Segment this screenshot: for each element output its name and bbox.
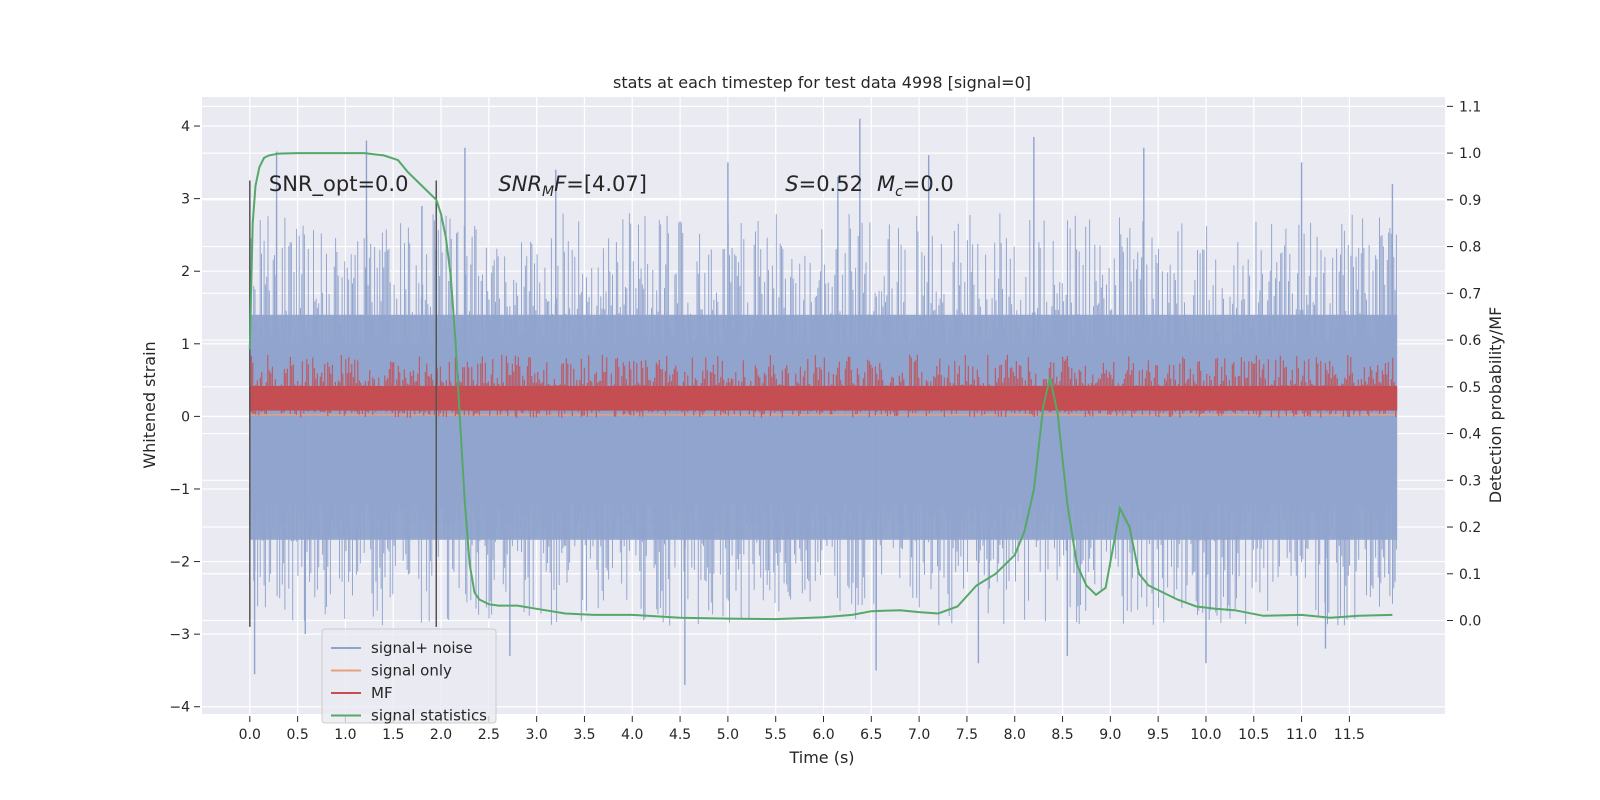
x-tick-label: 9.0 [1099,727,1121,743]
x-tick-label: 8.0 [1004,727,1026,743]
x-tick-label: 4.0 [621,727,643,743]
x-tick-label: 9.5 [1147,727,1169,743]
annotations: SNR_opt=0.0 SNRMF=[4.07] S=0.52 Mc=0.0 [269,172,954,200]
chart-title: stats at each timestep for test data 499… [613,73,1031,92]
x-tick-label: 6.5 [860,727,882,743]
signal-noise-series [249,118,1398,685]
x-tick-label: 4.5 [669,727,691,743]
y2-tick-label: 1.1 [1459,99,1481,115]
tick-labels: 0.0 0.5 1.0 1.5 2.0 2.5 3.0 3.5 4.0 4.5 5.0 5.5 6.0 6… [169,99,1481,743]
y2-tick-label: 0.0 [1459,614,1481,630]
y-tick-label: 2 [181,264,190,280]
x-tick-label: 6.0 [812,727,834,743]
y-tick-label: 3 [181,192,190,208]
y2-tick-label: 0.1 [1459,567,1481,583]
y-tick-label: 4 [181,119,190,135]
y2-tick-label: 0.8 [1459,240,1481,256]
x-tick-label: 7.5 [956,727,978,743]
x-tick-label: 10.5 [1238,727,1269,743]
x-tick-label: 5.0 [717,727,739,743]
x-tick-label: 3.0 [526,727,548,743]
x-tick-label: 5.5 [765,727,787,743]
signal-statistics-line [248,152,1393,621]
y-axis-label: Whitened strain [140,341,159,468]
y2-tick-label: 0.2 [1459,520,1481,536]
legend: signal+ noise signal only MF signal statist… [321,628,497,725]
y2-tick-label: 0.9 [1459,193,1481,209]
y2-tick-label: 1.0 [1459,146,1481,162]
x-tick-label: 7.0 [908,727,930,743]
signal-statistics-series [248,152,1393,621]
stats-annotation: S=0.52 Mc=0.0 [785,172,954,200]
snr-mf-annotation: SNRMF=[4.07] [498,172,647,200]
x-tick-label: 2.0 [430,727,452,743]
legend-label: MF [371,684,393,702]
y-tick-label: −3 [169,627,190,643]
x-tick-label: 8.5 [1051,727,1073,743]
snr-opt-annotation: SNR_opt=0.0 [269,172,409,197]
mf-series [249,354,1398,418]
x-tick-label: 11.5 [1334,727,1365,743]
y2-axis-label: Detection probability/MF [1486,307,1505,504]
x-tick-label: 11.0 [1286,727,1317,743]
y2-tick-label: 0.7 [1459,286,1481,302]
x-tick-label: 1.5 [382,727,404,743]
x-tick-label: 3.5 [573,727,595,743]
y2-tick-label: 0.5 [1459,380,1481,396]
y2-tick-label: 0.6 [1459,333,1481,349]
legend-label: signal only [371,662,452,680]
x-tick-label: 10.0 [1190,727,1221,743]
y2-tick-label: 0.3 [1459,473,1481,489]
legend-label: signal+ noise [371,639,473,657]
x-tick-label: 1.0 [334,727,356,743]
y-tick-label: −1 [169,482,190,498]
mf-core-band [249,385,1398,411]
legend-label: signal statistics [371,707,487,725]
x-tick-label: 0.0 [239,727,261,743]
window-lines [249,180,438,627]
y2-tick-label: 0.4 [1459,427,1481,443]
y-tick-label: −2 [169,555,190,571]
x-axis-label: Time (s) [788,748,854,767]
x-tick-label: 2.5 [478,727,500,743]
x-tick-label: 0.5 [286,727,308,743]
y-tick-label: 1 [181,337,190,353]
y-tick-label: −4 [169,700,190,716]
legend-box [321,628,497,724]
y-tick-label: 0 [181,409,190,425]
